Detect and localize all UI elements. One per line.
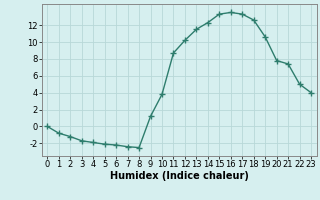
X-axis label: Humidex (Indice chaleur): Humidex (Indice chaleur)	[110, 171, 249, 181]
